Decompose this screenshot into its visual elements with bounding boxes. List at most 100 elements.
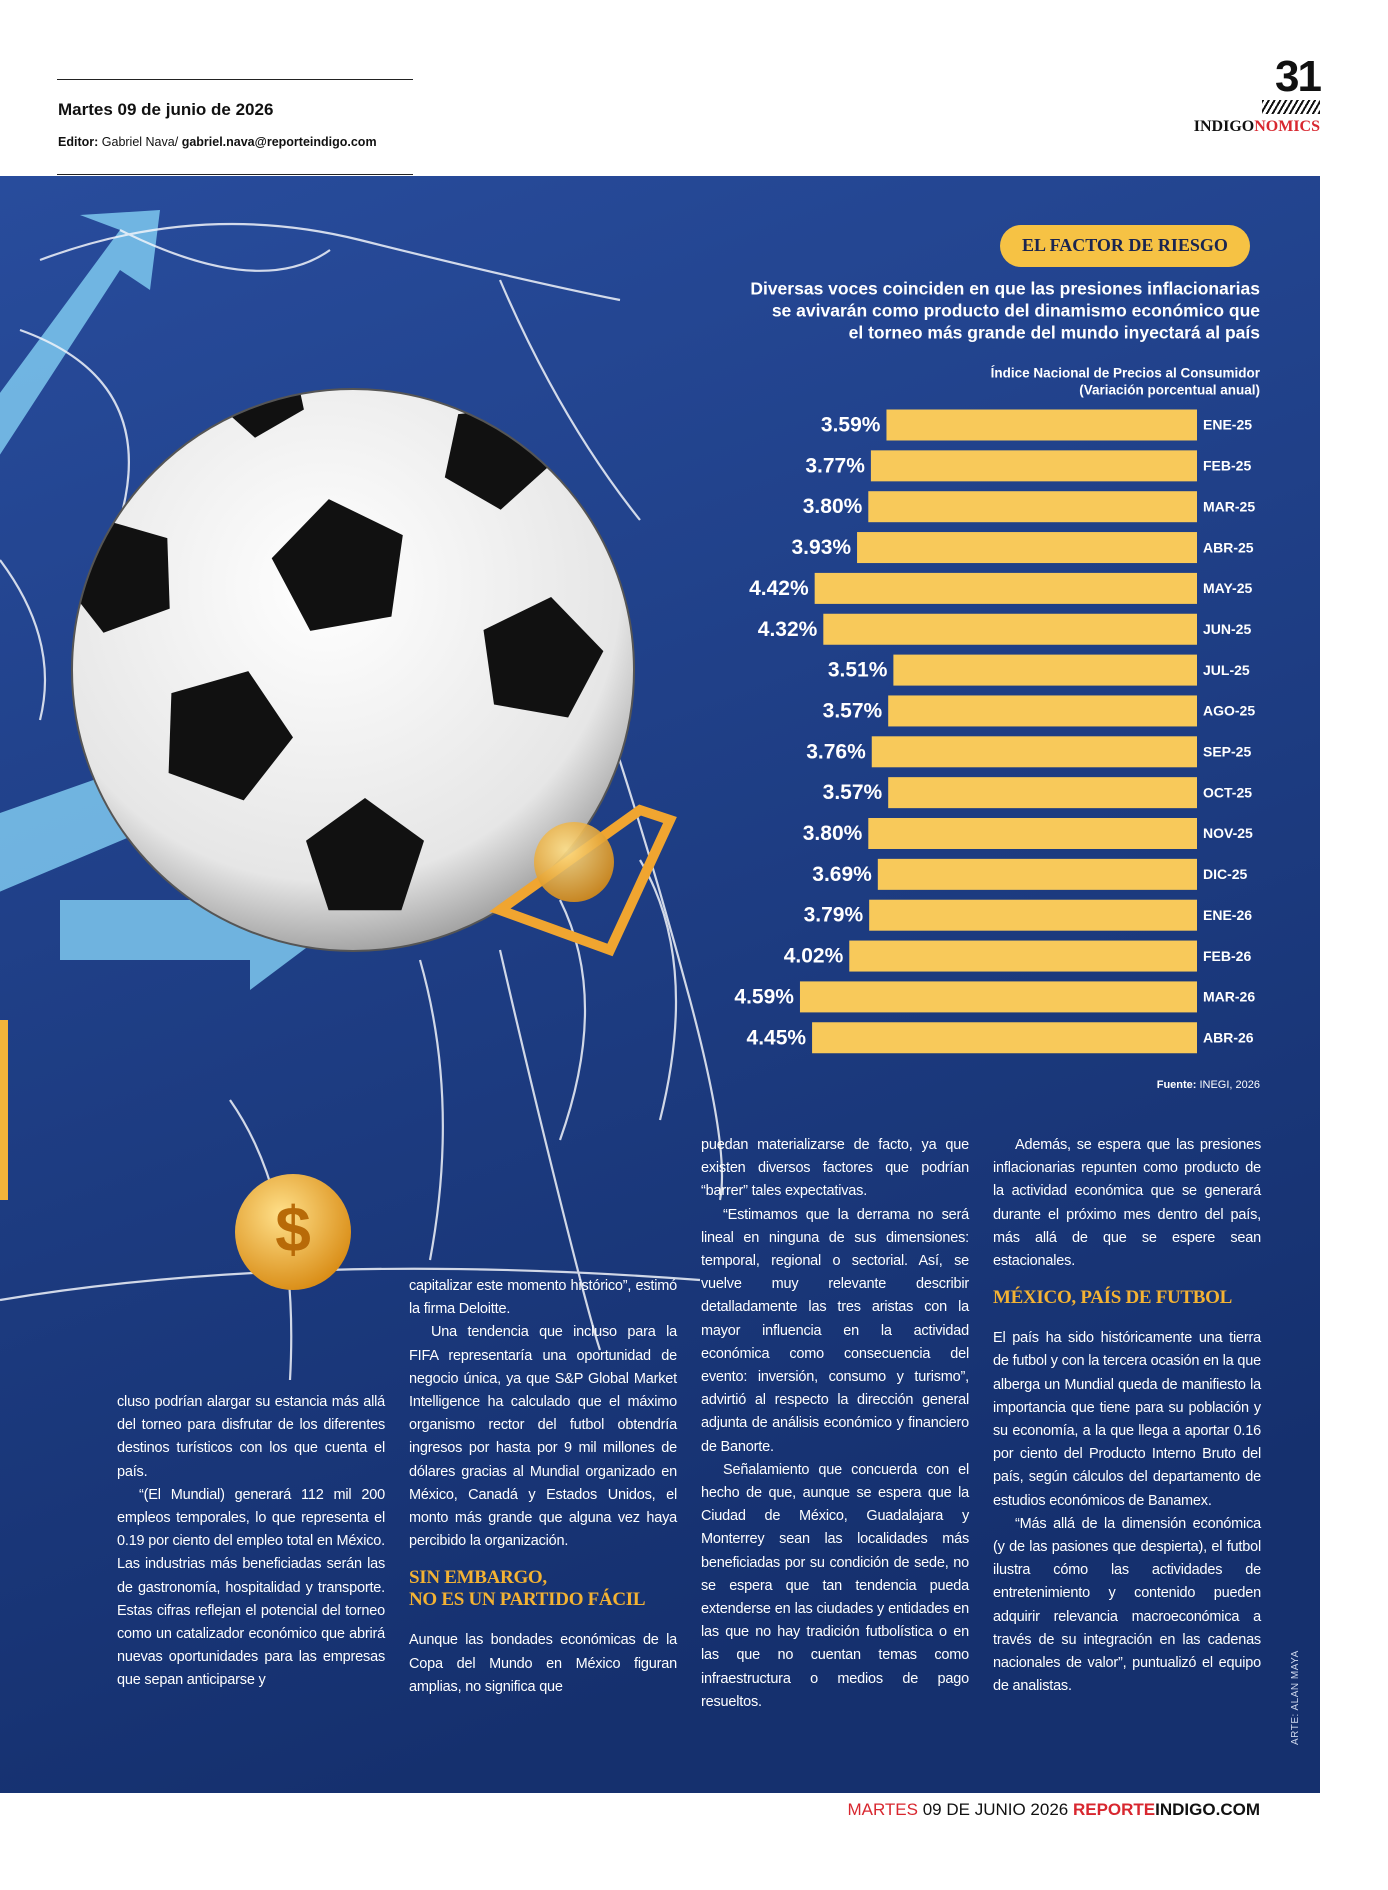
editor-label: Editor:: [58, 135, 99, 149]
column: puedan materializarse de facto, ya que e…: [701, 1134, 969, 1714]
axis-label: Índice Nacional de Precios al Consumidor: [991, 366, 1261, 381]
ball-panel: [483, 597, 604, 718]
paragraph: “(El Mundial) generará 112 mil 200 emple…: [117, 1486, 385, 1689]
section-name: INDIGONOMICS: [1150, 118, 1320, 136]
coin: [534, 822, 614, 902]
coin: [235, 1174, 351, 1290]
category-label: FEB-26: [1203, 948, 1251, 964]
bar: [868, 818, 1197, 849]
footer-site-b: INDIGO.COM: [1155, 1800, 1260, 1819]
bar: [869, 899, 1197, 931]
paragraph: Aunque las bondades económicas de la Cop…: [409, 1632, 677, 1695]
value-label: 4.42%: [749, 577, 809, 600]
value-label: 4.32%: [758, 618, 818, 641]
source-label: Fuente:: [1157, 1079, 1197, 1091]
chart-subtitle: el torneo más grande del mundo inyectará…: [849, 323, 1261, 343]
net-strand: [39, 222, 621, 302]
category-label: MAR-25: [1203, 498, 1255, 514]
chart-source: Fuente: INEGI, 2026: [1157, 1079, 1260, 1091]
paragraph: cluso podrían alargar su estancia más al…: [117, 1394, 385, 1480]
category-label: ABR-25: [1203, 539, 1254, 555]
category-label: AGO-25: [1203, 703, 1255, 719]
footer-site-a: REPORTE: [1072, 1800, 1156, 1819]
net-strand: [418, 959, 444, 1261]
chart-subtitle: Diversas voces coinciden en que las pres…: [750, 279, 1260, 299]
subheading-line: NO ES UN PARTIDO FÁCIL: [409, 1589, 646, 1611]
bar: [868, 491, 1197, 523]
yellow-sliver: [0, 1020, 8, 1200]
bar: [823, 613, 1197, 645]
ball-panel: [306, 798, 424, 911]
category-label: ENE-25: [1203, 417, 1252, 433]
subheading: SIN EMBARGO, NO ES UN PARTIDO FÁCIL: [409, 1567, 677, 1611]
bar: [857, 532, 1197, 564]
axis-label: (Variación porcentual anual): [1079, 383, 1260, 398]
value-label: 3.59%: [821, 414, 881, 437]
bar: [812, 1022, 1197, 1054]
art-credit: ARTE: ALAN MAYA: [1290, 1650, 1301, 1745]
category-label: JUN-25: [1203, 621, 1251, 637]
bar: [814, 572, 1197, 604]
bar: [871, 736, 1197, 768]
bar: [888, 777, 1197, 809]
value-label: 3.51%: [828, 659, 888, 682]
net-strand: [119, 229, 331, 272]
paragraph: “Más allá de la dimensión económica (y d…: [993, 1515, 1261, 1695]
category-label: JUL-25: [1203, 662, 1250, 678]
paragraph: El país ha sido históricamente una tierr…: [993, 1330, 1261, 1509]
footer: MARTES 09 DE JUNIO 2026 REPORTEINDIGO.CO…: [800, 1800, 1260, 1820]
bar: [888, 695, 1197, 727]
ball-body: [72, 389, 634, 951]
header-date: Martes 09 de junio de 2026: [58, 100, 274, 119]
hatch: [1262, 100, 1320, 114]
editor-name: Gabriel Nava/: [101, 135, 179, 149]
category-label: OCT-25: [1203, 784, 1252, 800]
section-a: INDIGO: [1193, 118, 1255, 135]
subheading-line: MÉXICO, PAÍS DE FUTBOL: [993, 1287, 1233, 1309]
footer-day: MARTES: [847, 1800, 918, 1819]
bar: [849, 940, 1197, 972]
value-label: 3.77%: [805, 454, 865, 477]
section-b: NOMICS: [1254, 118, 1320, 135]
bar: [877, 858, 1197, 890]
subheading: MÉXICO, PAÍS DE FUTBOL: [993, 1287, 1261, 1309]
category-label: DIC-25: [1203, 866, 1248, 882]
ball-outline: [71, 388, 635, 952]
bar: [870, 450, 1197, 482]
value-label: 3.80%: [803, 495, 863, 518]
source-text: INEGI, 2026: [1199, 1079, 1260, 1091]
value-label: 3.57%: [823, 699, 883, 722]
paragraph: Además, se espera que las presiones infl…: [993, 1137, 1261, 1270]
footer-date: 09 DE JUNIO 2026: [922, 1800, 1069, 1819]
bar: [886, 409, 1197, 441]
editor-email: gabriel.nava@reporteindigo.com: [181, 135, 377, 149]
chart: EL FACTOR DE RIESGO Diversas voces coinci…: [734, 225, 1261, 1091]
category-label: MAR-26: [1203, 989, 1255, 1005]
arrow: [0, 210, 160, 455]
column: Además, se espera que las presiones infl…: [993, 1134, 1261, 1698]
net-strand: [598, 699, 724, 1201]
column: cluso podrían alargar su estancia más al…: [117, 1391, 385, 1693]
value-label: 3.93%: [792, 536, 852, 559]
ball-panel: [168, 671, 293, 801]
value-label: 3.80%: [803, 822, 863, 845]
value-label: 4.59%: [734, 985, 794, 1008]
net-strand: [498, 279, 641, 521]
net-strand: [0, 559, 46, 721]
net-strand: [639, 859, 678, 1121]
illustration: $: [0, 210, 724, 1381]
paragraph: puedan materializarse de facto, ya que e…: [701, 1137, 969, 1200]
category-label: SEP-25: [1203, 744, 1251, 760]
paragraph: capitalizar este momento histórico”, est…: [409, 1278, 677, 1318]
category-label: ABR-26: [1203, 1029, 1254, 1045]
net-strand: [498, 949, 602, 1351]
subheading-line: SIN EMBARGO,: [409, 1567, 547, 1589]
title-pill: [1000, 225, 1250, 267]
category-label: NOV-25: [1203, 825, 1253, 841]
chart-title: EL FACTOR DE RIESGO: [1022, 235, 1228, 255]
net-strand: [19, 328, 130, 521]
page-number: 31: [1275, 52, 1322, 101]
value-label: 3.69%: [812, 863, 872, 886]
value-label: 3.76%: [806, 740, 866, 763]
